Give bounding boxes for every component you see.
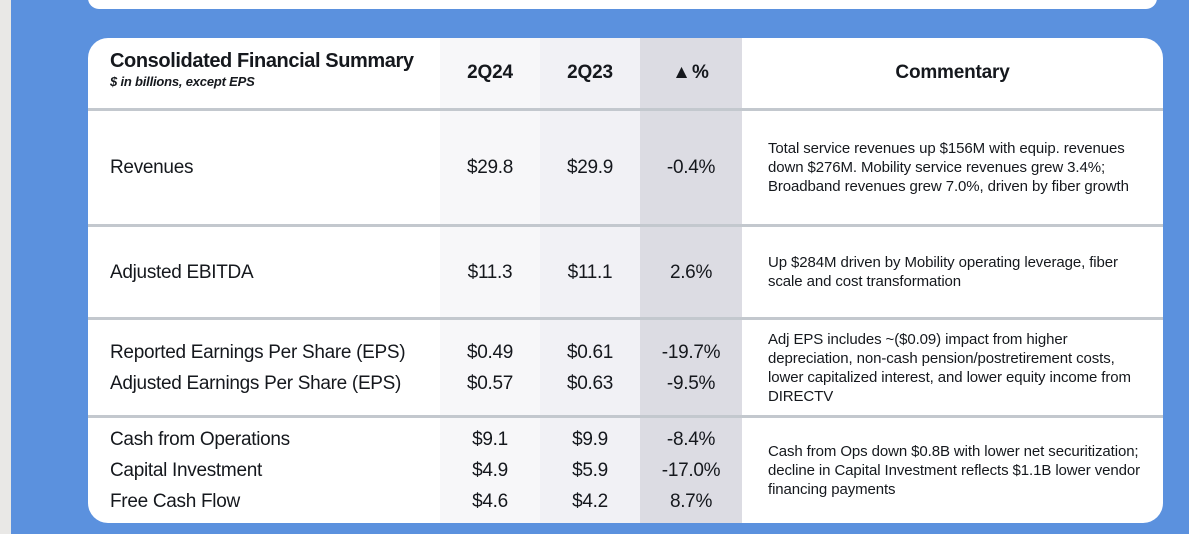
value-change-pct: 8.7% (669, 491, 713, 512)
row-values-change-pct: -19.7% -9.5% (640, 320, 742, 415)
row-label: Capital Investment (110, 460, 262, 481)
value-2q24: $0.49 (466, 341, 514, 363)
row-values-2q23: $9.9 $5.9 $4.2 (540, 418, 640, 523)
row-label: Adjusted Earnings Per Share (EPS) (110, 372, 402, 394)
column-header-change-pct: ▲% (640, 38, 742, 108)
row-commentary-cell: Total service revenues up $156M with equ… (742, 111, 1163, 224)
value-2q24: $9.1 (472, 429, 508, 450)
row-label: Reported Earnings Per Share (EPS) (110, 341, 406, 363)
row-labels: Adjusted EBITDA (88, 227, 440, 317)
value-change-pct: -0.4% (666, 157, 716, 178)
row-commentary: Total service revenues up $156M with equ… (768, 140, 1129, 195)
row-values-2q24: $29.8 (440, 111, 540, 224)
row-labels: Reported Earnings Per Share (EPS) Adjuste… (88, 320, 440, 415)
row-commentary: Adj EPS includes ~($0.09) impact from hi… (768, 330, 1131, 405)
row-values-change-pct: -8.4% -17.0% 8.7% (640, 418, 742, 523)
column-header-commentary: Commentary (895, 62, 1010, 83)
row-labels: Cash from Operations Capital Investment Fr… (88, 418, 440, 523)
row-commentary: Cash from Ops down $0.8B with lower net … (768, 443, 1140, 498)
row-labels: Revenues (88, 111, 440, 224)
value-2q23: $9.9 (572, 429, 608, 450)
value-2q24: $11.3 (467, 261, 513, 283)
row-commentary-cell: Adj EPS includes ~($0.09) impact from hi… (742, 320, 1163, 415)
table-row: Cash from Operations Capital Investment Fr… (88, 415, 1163, 523)
value-2q23: $29.9 (566, 157, 614, 178)
value-change-pct: -19.7% (661, 341, 721, 363)
table-row: Revenues $29.8 $29.9 -0.4% Total service… (88, 108, 1163, 224)
value-2q23: $0.61 (566, 341, 614, 363)
row-values-change-pct: -0.4% (640, 111, 742, 224)
table-title-cell: Consolidated Financial Summary $ in bill… (88, 38, 440, 108)
row-label: Free Cash Flow (110, 491, 240, 512)
row-label: Cash from Operations (110, 429, 290, 450)
value-2q23: $0.63 (566, 372, 614, 394)
page-left-margin (0, 0, 11, 534)
row-commentary: Up $284M driven by Mobility operating le… (768, 254, 1118, 290)
row-values-2q24: $11.3 (440, 227, 540, 317)
row-values-2q24: $9.1 $4.9 $4.6 (440, 418, 540, 523)
value-change-pct: -9.5% (666, 372, 716, 394)
financial-summary-card: Consolidated Financial Summary $ in bill… (88, 38, 1163, 523)
row-values-2q24: $0.49 $0.57 (440, 320, 540, 415)
value-change-pct: -17.0% (661, 460, 721, 481)
row-values-change-pct: 2.6% (640, 227, 742, 317)
row-values-2q23: $11.1 (540, 227, 640, 317)
value-2q23: $11.1 (567, 261, 613, 283)
value-change-pct: 2.6% (669, 261, 713, 283)
value-2q24: $0.57 (466, 372, 514, 394)
row-commentary-cell: Cash from Ops down $0.8B with lower net … (742, 418, 1163, 523)
summary-table-body: Revenues $29.8 $29.9 -0.4% Total service… (88, 108, 1163, 523)
row-values-2q23: $29.9 (540, 111, 640, 224)
value-2q23: $5.9 (572, 460, 608, 481)
value-2q24: $4.9 (472, 460, 508, 481)
table-title: Consolidated Financial Summary (110, 50, 414, 72)
row-label: Revenues (110, 157, 194, 178)
table-header-row: Consolidated Financial Summary $ in bill… (88, 38, 1163, 108)
table-subtitle: $ in billions, except EPS (110, 74, 255, 89)
value-2q24: $4.6 (472, 491, 508, 512)
row-values-2q23: $0.61 $0.63 (540, 320, 640, 415)
top-partial-panel (88, 0, 1157, 9)
column-header-2q24: 2Q24 (440, 38, 540, 108)
value-2q24: $29.8 (466, 157, 514, 178)
row-label: Adjusted EBITDA (110, 261, 254, 283)
table-row: Adjusted EBITDA $11.3 $11.1 2.6% Up $284… (88, 224, 1163, 317)
column-header-2q23: 2Q23 (540, 38, 640, 108)
row-commentary-cell: Up $284M driven by Mobility operating le… (742, 227, 1163, 317)
value-change-pct: -8.4% (666, 429, 716, 450)
table-row: Reported Earnings Per Share (EPS) Adjuste… (88, 317, 1163, 415)
value-2q23: $4.2 (572, 491, 608, 512)
